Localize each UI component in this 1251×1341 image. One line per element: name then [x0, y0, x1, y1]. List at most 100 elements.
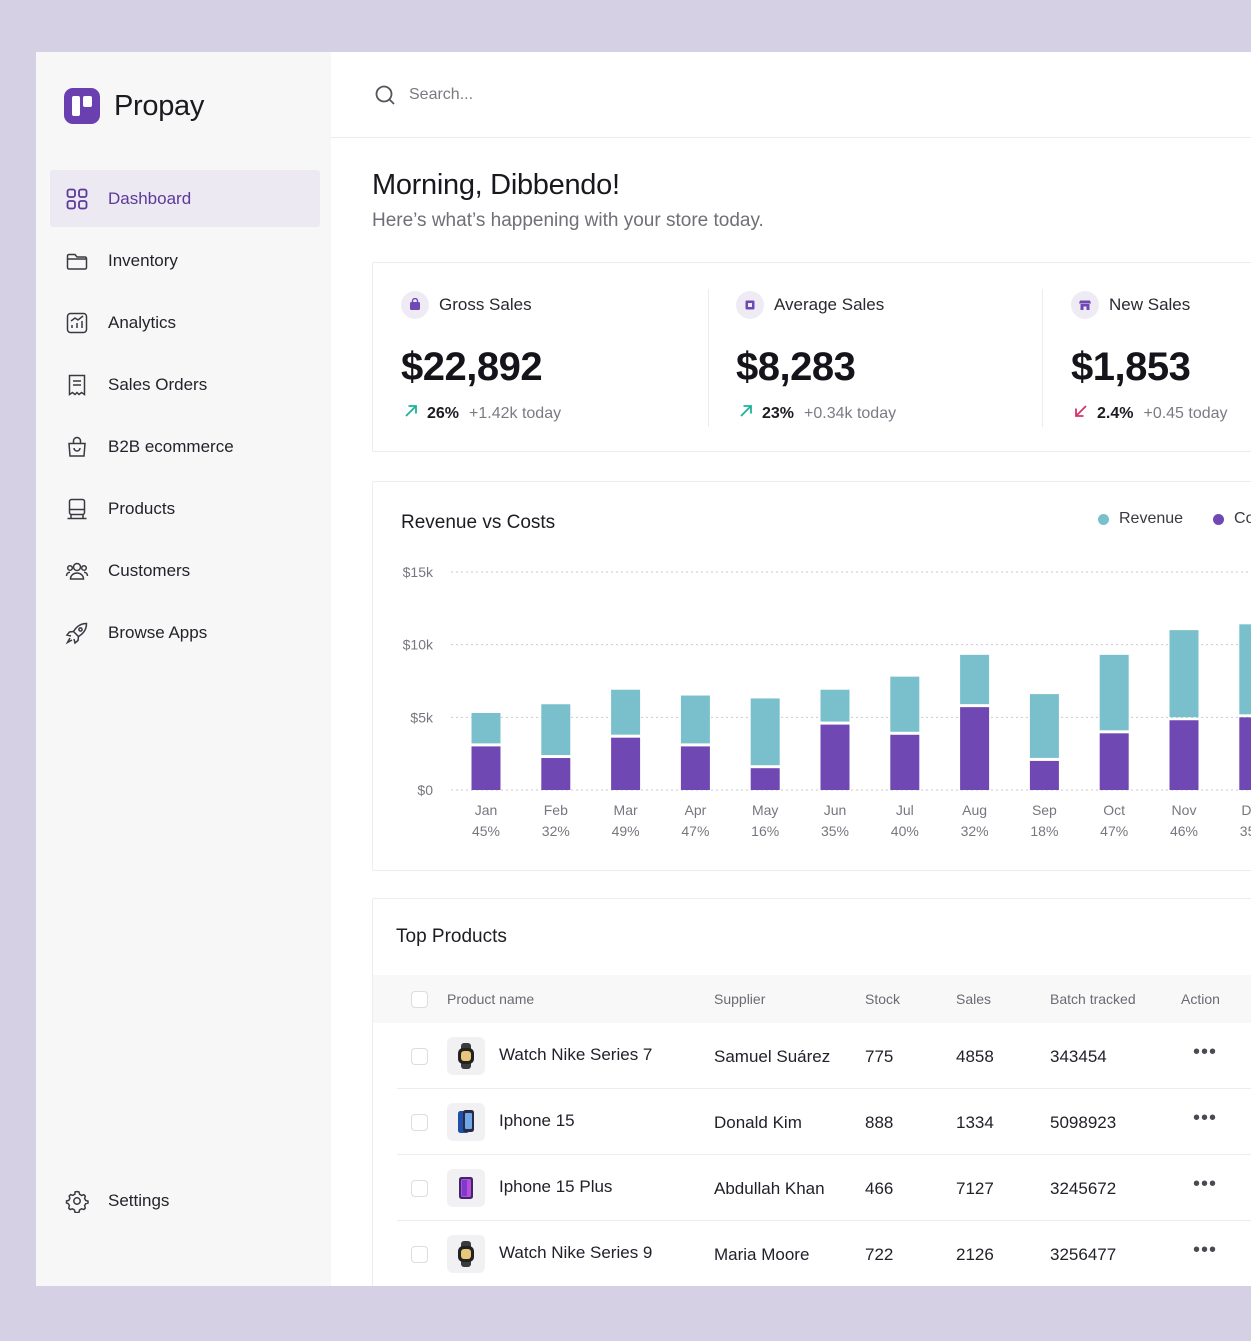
bar-costs	[890, 734, 920, 790]
sidebar-item-label: Products	[108, 498, 176, 518]
top-products-card: Top Products Product name Supplier Stock…	[372, 898, 1251, 1286]
arrow-down-left-icon	[1073, 403, 1089, 424]
stat-title: Gross Sales	[439, 295, 532, 314]
settings-label: Settings	[108, 1190, 170, 1210]
x-tick-label: Dec	[1241, 802, 1251, 818]
stat-today: +1.42k today	[469, 404, 562, 422]
sidebar-item-browse-apps[interactable]: Browse Apps	[50, 604, 320, 661]
page-subtitle: Here’s what’s happening with your store …	[372, 210, 764, 231]
bar-costs	[1169, 720, 1199, 790]
sidebar-item-analytics[interactable]: Analytics	[50, 294, 320, 351]
row-checkbox[interactable]	[411, 1180, 428, 1197]
box-icon	[63, 495, 91, 523]
products-title: Top Products	[396, 926, 507, 947]
sales: 4858	[956, 1047, 994, 1066]
stat-value: $8,283	[736, 345, 856, 389]
brand[interactable]: Propay	[64, 88, 204, 124]
arrow-up-right-icon	[403, 403, 419, 424]
percent-label: 35%	[1240, 823, 1251, 839]
product-name: Watch Nike Series 9	[499, 1243, 653, 1262]
more-actions-icon[interactable]: •••	[1193, 1041, 1218, 1063]
stat-percent: 2.4%	[1097, 404, 1134, 422]
table-row[interactable]: Watch Nike Series 7 Samuel Suárez 775 48…	[373, 1023, 1251, 1089]
bar-costs	[820, 724, 850, 790]
legend-costs[interactable]: Costs	[1213, 510, 1251, 528]
column-header[interactable]: Sales	[956, 991, 992, 1007]
percent-label: 47%	[681, 823, 709, 839]
sidebar-item-label: Dashboard	[108, 188, 192, 208]
propay-logo-icon	[64, 88, 100, 124]
grid-icon	[63, 185, 91, 213]
chart-title: Revenue vs Costs	[401, 512, 556, 533]
table-row[interactable]: Iphone 15 Donald Kim 888 1334 5098923 ••…	[373, 1089, 1251, 1155]
more-actions-icon[interactable]: •••	[1193, 1107, 1218, 1129]
row-checkbox[interactable]	[411, 1114, 428, 1131]
bar-revenue	[820, 689, 850, 722]
bar-costs	[750, 768, 780, 790]
column-header[interactable]: Batch tracked	[1050, 991, 1136, 1007]
sidebar-item-inventory[interactable]: Inventory	[50, 232, 320, 289]
stock: 775	[865, 1047, 894, 1066]
bar-costs	[1239, 717, 1251, 790]
gear-icon	[63, 1187, 91, 1215]
select-all-checkbox[interactable]	[411, 991, 428, 1008]
percent-label: 47%	[1100, 823, 1128, 839]
analytics-icon	[63, 309, 91, 337]
bar-costs	[680, 746, 710, 790]
supplier: Maria Moore	[714, 1245, 810, 1264]
x-tick-label: Aug	[962, 802, 987, 818]
sidebar-item-sales-orders[interactable]: Sales Orders	[50, 356, 320, 413]
y-tick-label: $5k	[410, 709, 434, 725]
batch-tracked: 3256477	[1050, 1245, 1117, 1264]
more-actions-icon[interactable]: •••	[1193, 1173, 1218, 1195]
sidebar-item-b2b-ecommerce[interactable]: B2B ecommerce	[50, 418, 320, 475]
bar-revenue	[960, 654, 990, 705]
row-checkbox[interactable]	[411, 1048, 428, 1065]
bar-costs	[471, 746, 501, 790]
percent-label: 45%	[472, 823, 500, 839]
percent-label: 18%	[1030, 823, 1058, 839]
x-tick-label: Nov	[1172, 802, 1197, 818]
legend-revenue[interactable]: Revenue	[1098, 510, 1183, 528]
table-row[interactable]: Iphone 15 Plus Abdullah Khan 466 7127 32…	[373, 1155, 1251, 1221]
stock: 888	[865, 1113, 894, 1132]
column-header[interactable]: Stock	[865, 991, 901, 1007]
stat-percent: 23%	[762, 404, 795, 422]
supplier: Abdullah Khan	[714, 1179, 825, 1198]
sales: 7127	[956, 1179, 994, 1198]
legend-label: Revenue	[1119, 510, 1184, 527]
percent-label: 16%	[751, 823, 779, 839]
legend-dot	[1098, 513, 1109, 525]
x-tick-label: Mar	[614, 802, 638, 818]
users-icon	[63, 557, 91, 585]
percent-label: 32%	[961, 823, 989, 839]
table-header: Product name Supplier Stock Sales Batch …	[373, 975, 1251, 1023]
row-checkbox[interactable]	[411, 1246, 428, 1263]
table-row[interactable]: Watch Nike Series 9 Maria Moore 722 2126…	[373, 1221, 1251, 1286]
search-input[interactable]	[407, 84, 811, 105]
main-content: Morning, Dibbendo! Here’s what’s happeni…	[331, 52, 1251, 1286]
shopping-bag-icon	[63, 433, 91, 461]
batch-tracked: 3245672	[1050, 1179, 1117, 1198]
sidebar-item-label: Analytics	[108, 312, 177, 332]
sidebar-item-settings[interactable]: Settings	[50, 1172, 320, 1229]
sidebar-item-products[interactable]: Products	[50, 480, 320, 537]
sidebar: Propay Dashboard Inventory Analytics	[36, 52, 331, 1286]
column-header[interactable]: Product name	[447, 991, 535, 1007]
sidebar-item-customers[interactable]: Customers	[50, 542, 320, 599]
column-header[interactable]: Supplier	[714, 991, 766, 1007]
divider	[1042, 289, 1043, 427]
y-tick-label: $10k	[403, 637, 434, 653]
sidebar-item-label: Inventory	[108, 250, 178, 270]
product-name: Watch Nike Series 7	[499, 1045, 653, 1064]
y-tick-label: $0	[417, 782, 433, 798]
bar-revenue	[611, 689, 641, 735]
more-actions-icon[interactable]: •••	[1193, 1239, 1218, 1261]
sidebar-item-dashboard[interactable]: Dashboard	[50, 170, 320, 227]
bar-revenue	[541, 704, 571, 756]
bar-costs	[611, 737, 641, 790]
x-tick-label: Feb	[544, 802, 568, 818]
row-divider	[397, 1220, 1251, 1221]
row-divider	[397, 1088, 1251, 1089]
bar-revenue	[750, 698, 780, 766]
